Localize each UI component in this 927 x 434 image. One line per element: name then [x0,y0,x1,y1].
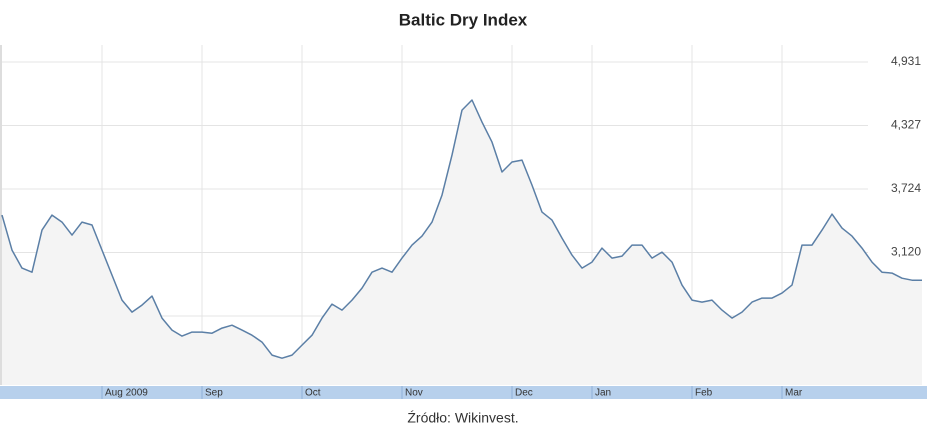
x-tick-label: Feb [695,388,713,399]
source-note: Źródło: Wikinvest. [407,410,518,426]
x-tick-label: Nov [405,388,423,399]
x-tick-label: Aug 2009 [105,388,148,399]
y-tick-label: 4,327 [891,118,921,132]
x-tick-label: Mar [785,388,803,399]
area-fill [2,100,922,385]
x-tick-label: Sep [205,388,223,399]
x-axis-band [0,386,927,399]
x-tick-label: Dec [515,388,533,399]
line [1,99,922,359]
chart-title: Baltic Dry Index [399,10,528,29]
x-tick-label: Jan [595,388,611,399]
y-tick-label: 4,931 [891,54,921,68]
y-tick-label: 3,120 [891,245,921,259]
x-axis: Aug 2009 Sep Oct Nov Dec Jan Feb Mar [101,386,803,399]
y-tick-label: 3,724 [891,181,921,195]
x-tick-label: Oct [305,388,321,399]
